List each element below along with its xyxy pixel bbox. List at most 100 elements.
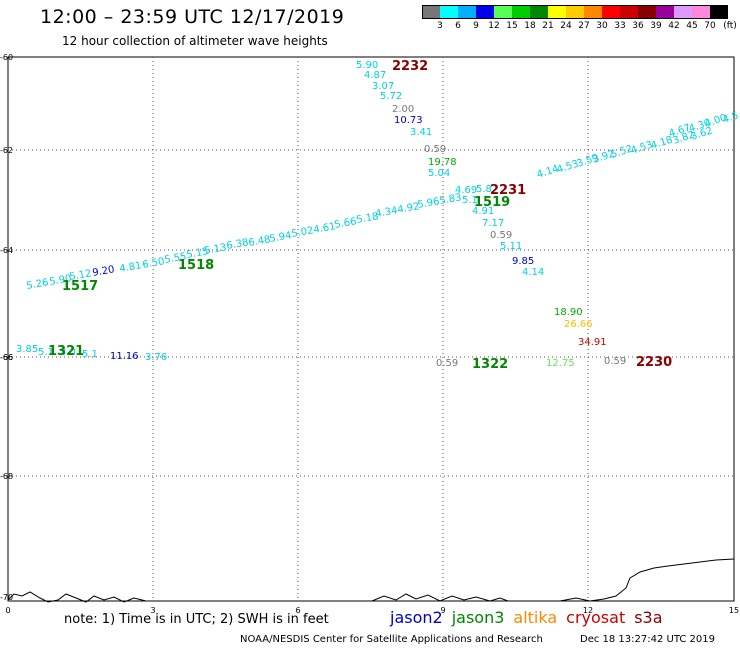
legend-swatch bbox=[530, 5, 548, 19]
wave-height-value: 4.61 bbox=[313, 221, 337, 236]
legend-item: 6 bbox=[440, 5, 461, 31]
pass-id-label: 2231 bbox=[490, 183, 526, 198]
graticule bbox=[8, 57, 734, 601]
wave-height-value: 0.59 bbox=[436, 358, 458, 369]
legend-label: 70 bbox=[704, 21, 716, 31]
pass-id-label: 2230 bbox=[636, 355, 672, 370]
legend-swatch bbox=[656, 5, 674, 19]
wave-height-value: 19.78 bbox=[428, 157, 457, 168]
satellite-cryosat: cryosat bbox=[566, 608, 626, 627]
wave-height-value: 6.38 bbox=[226, 237, 250, 252]
y-tick-label: -70 bbox=[0, 593, 13, 602]
wave-height-value: 7.17 bbox=[482, 218, 504, 229]
legend-item: 3 bbox=[422, 5, 443, 31]
legend-label: 36 bbox=[632, 21, 644, 31]
legend-item: 42 bbox=[656, 5, 680, 31]
legend-label: 33 bbox=[614, 21, 626, 31]
wave-height-value: 4.91 bbox=[472, 206, 494, 217]
legend-label: 21 bbox=[542, 21, 554, 31]
legend-item: 9 bbox=[458, 5, 479, 31]
coastline bbox=[7, 558, 735, 603]
wave-height-value: 4.34 bbox=[375, 205, 399, 220]
wave-height-value: 5.13 bbox=[204, 242, 228, 257]
y-tick-label: -66 bbox=[0, 353, 13, 362]
pass-id-label: 2232 bbox=[392, 59, 428, 74]
wave-height-value: 4.69 bbox=[455, 185, 477, 196]
wave-height-value: 3.07 bbox=[372, 81, 394, 92]
wave-height-value: 5.1 bbox=[82, 349, 98, 360]
wave-height-value: 0.59 bbox=[604, 356, 626, 367]
credit-line: NOAA/NESDIS Center for Satellite Applica… bbox=[240, 634, 543, 645]
legend-label: 12 bbox=[488, 21, 500, 31]
legend-item: 15 bbox=[494, 5, 518, 31]
wave-height-value: 5.83 bbox=[439, 192, 463, 207]
legend-item: 45 bbox=[674, 5, 698, 31]
legend-swatch bbox=[584, 5, 602, 19]
legend-item: 36 bbox=[620, 5, 644, 31]
wave-height-value: 0.59 bbox=[424, 144, 446, 155]
pass-id-label: 1321 bbox=[48, 344, 84, 359]
wave-height-value: 9.85 bbox=[512, 256, 534, 267]
wave-height-value: 5.18 bbox=[356, 211, 380, 226]
wave-height-value: 5.90 bbox=[356, 60, 378, 71]
x-tick-label: 3 bbox=[150, 606, 155, 615]
wave-height-value: 4.87 bbox=[364, 70, 386, 81]
x-tick-label: 6 bbox=[295, 606, 300, 615]
legend-swatch bbox=[476, 5, 494, 19]
satellite-jason2: jason2 bbox=[390, 608, 443, 627]
wave-height-value: 4.92 bbox=[397, 201, 421, 216]
legend-swatch bbox=[620, 5, 638, 19]
wave-height-value: 18.90 bbox=[554, 307, 583, 318]
wave-height-values: 5.904.873.075.722.0010.733.410.5919.785.… bbox=[16, 60, 740, 369]
y-tick-label: -68 bbox=[0, 472, 13, 481]
legend-label: 18 bbox=[524, 21, 536, 31]
wave-height-value: 3.0 bbox=[60, 347, 76, 358]
wave-height-value: 4.81 bbox=[119, 260, 143, 275]
wave-height-value: 3.76 bbox=[145, 352, 167, 363]
wave-height-value: 5.1 bbox=[462, 195, 478, 206]
generated-timestamp: Dec 18 13:27:42 UTC 2019 bbox=[580, 634, 715, 645]
wave-height-value: 3.85 bbox=[16, 344, 38, 355]
wave-height-value: 4.14 bbox=[522, 267, 544, 278]
satellite-legend: jason2 jason3 altika cryosat s3a bbox=[390, 608, 672, 627]
pass-labels: 2232 2231 2230 1519 1518 1517 1322 1321 bbox=[48, 59, 672, 372]
legend-item: 27 bbox=[566, 5, 590, 31]
legend-item: 24 bbox=[548, 5, 572, 31]
satellite-jason3: jason3 bbox=[451, 608, 505, 627]
legend-swatch bbox=[692, 5, 710, 19]
legend-swatch bbox=[422, 5, 440, 19]
legend-swatch bbox=[674, 5, 692, 19]
legend-item: 12 bbox=[476, 5, 500, 31]
coastline-east bbox=[559, 558, 735, 602]
legend-item: 30 bbox=[584, 5, 608, 31]
legend-swatch bbox=[548, 5, 566, 19]
x-tick-label: 0 bbox=[5, 606, 10, 615]
legend-swatch bbox=[494, 5, 512, 19]
legend-label: 3 bbox=[437, 21, 443, 31]
wave-height-value: 5.11 bbox=[500, 241, 522, 252]
pass-id-label: 1517 bbox=[62, 279, 98, 294]
legend-label: 42 bbox=[668, 21, 680, 31]
legend-label: 39 bbox=[650, 21, 662, 31]
legend-label: 45 bbox=[686, 21, 698, 31]
wave-height-value: 6.50 bbox=[142, 256, 166, 271]
wave-height-value: 5.15 bbox=[186, 246, 210, 261]
wave-height-value: 34.91 bbox=[578, 337, 607, 348]
satellite-altika: altika bbox=[513, 608, 558, 627]
legend-item: 39 bbox=[638, 5, 662, 31]
legend-swatch bbox=[440, 5, 458, 19]
wave-height-value: 5.8 bbox=[476, 184, 492, 195]
legend-label: 6 bbox=[455, 21, 461, 31]
wave-height-value: 5.55 bbox=[164, 251, 188, 266]
y-tick-label: -60 bbox=[0, 53, 13, 62]
wave-height-value: 5.66 bbox=[334, 216, 358, 231]
legend-label: (ft) bbox=[723, 21, 737, 31]
legend-swatch bbox=[710, 5, 728, 19]
legend-item: 70 bbox=[692, 5, 716, 31]
pass-id-label: 1518 bbox=[178, 258, 214, 273]
coastline-west bbox=[7, 591, 147, 603]
legend-label: 30 bbox=[596, 21, 608, 31]
wave-height-value: 5.02 bbox=[291, 225, 315, 240]
wave-height-value: 5.12 bbox=[69, 268, 93, 283]
